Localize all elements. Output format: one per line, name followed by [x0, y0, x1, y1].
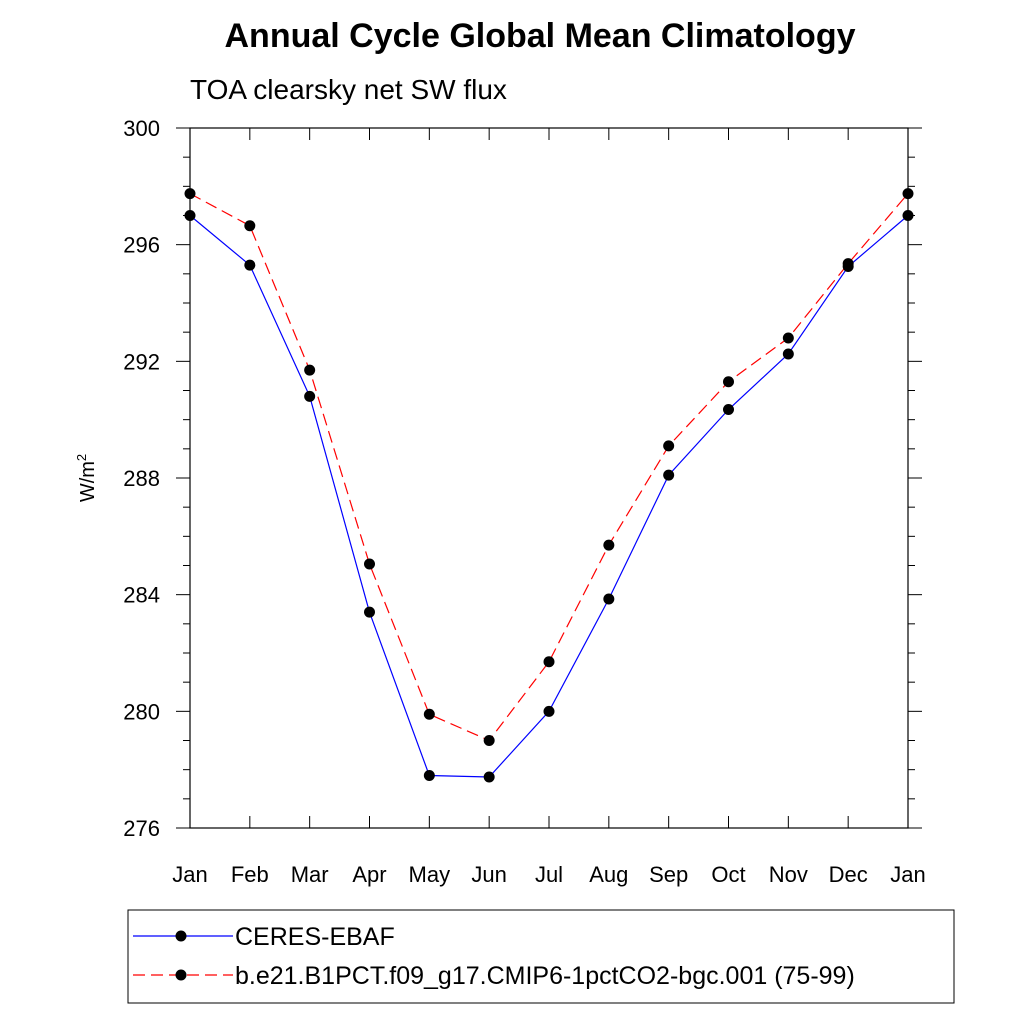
- axes-layer: Jan Feb Mar Apr May Jun Jul Aug Sep Oct Nov Dec Jan 2…: [123, 116, 925, 887]
- x-tick-label: Aug: [589, 862, 628, 887]
- series-2-point: [603, 539, 615, 551]
- series-1-point: [723, 403, 734, 415]
- series-2-point: [244, 220, 256, 232]
- series-1-point: [304, 390, 316, 402]
- x-tick-label: Nov: [769, 862, 808, 887]
- chart-subtitle: TOA clearsky net SW flux: [190, 74, 507, 105]
- legend-label-1: CERES-EBAF: [235, 923, 395, 951]
- series-2-point: [782, 332, 794, 344]
- x-tick-label: Jun: [471, 862, 506, 887]
- series-1-point: [423, 770, 435, 781]
- y-tick-label: 292: [123, 349, 160, 374]
- series-1-point: [483, 771, 495, 783]
- chart-title: Annual Cycle Global Mean Climatology: [225, 17, 856, 55]
- series-1-point: [603, 593, 615, 605]
- series-1-point: [663, 469, 675, 481]
- legend-marker-2: [175, 969, 187, 981]
- series-2-point: [304, 364, 316, 376]
- series-1-point: [244, 259, 256, 271]
- x-tick-label: Mar: [291, 862, 329, 887]
- legend-label-2: b.e21.B1PCT.f09_g17.CMIP6-1pctCO2-bgc.00…: [235, 962, 855, 990]
- series-2-point: [543, 656, 555, 668]
- y-axis-label-base: W/m: [77, 461, 99, 502]
- y-tick-label: 288: [123, 466, 160, 491]
- series-1-point: [782, 348, 794, 360]
- series-2-point: [663, 440, 675, 452]
- series-1-point: [902, 210, 914, 221]
- x-tick-label: Jul: [535, 862, 563, 887]
- legend-marker-1: [175, 930, 187, 942]
- x-tick-label: Oct: [711, 862, 745, 887]
- series-1-point: [364, 606, 375, 618]
- y-tick-label: 280: [123, 699, 160, 724]
- x-tick-label: Apr: [352, 862, 386, 887]
- legend-entries: CERES-EBAF b.e21.B1PCT.f09_g17.CMIP6-1pct…: [133, 923, 855, 990]
- y-axis-label-superscript: 2: [74, 454, 89, 461]
- series-1-point: [543, 705, 555, 717]
- x-tick-label: Dec: [829, 862, 868, 887]
- legend-box: [127, 909, 955, 1004]
- series-2-point: [364, 558, 375, 570]
- plot-frame: [189, 127, 909, 829]
- series-2-point: [483, 735, 495, 746]
- y-tick-label: 296: [123, 233, 160, 258]
- x-tick-label: May: [409, 862, 451, 887]
- x-tick-label: Jan: [172, 862, 207, 887]
- series-layer: [184, 188, 914, 783]
- series-2-point: [723, 376, 734, 388]
- x-tick-label: Sep: [649, 862, 688, 887]
- series-line-1: [189, 215, 909, 778]
- y-tick-label: 300: [123, 116, 160, 141]
- y-axis-label: W/m2: [74, 454, 99, 502]
- series-2-point: [184, 188, 196, 200]
- series-2-point: [423, 708, 435, 720]
- x-tick-label: Feb: [231, 862, 269, 887]
- x-tick-label: Jan: [890, 862, 925, 887]
- series-1-point: [184, 210, 196, 221]
- y-tick-label: 276: [123, 816, 160, 841]
- series-2-point: [902, 188, 914, 200]
- y-tick-label: 284: [123, 583, 160, 608]
- series-2-point: [842, 258, 854, 270]
- legend: CERES-EBAF b.e21.B1PCT.f09_g17.CMIP6-1pct…: [127, 909, 955, 1004]
